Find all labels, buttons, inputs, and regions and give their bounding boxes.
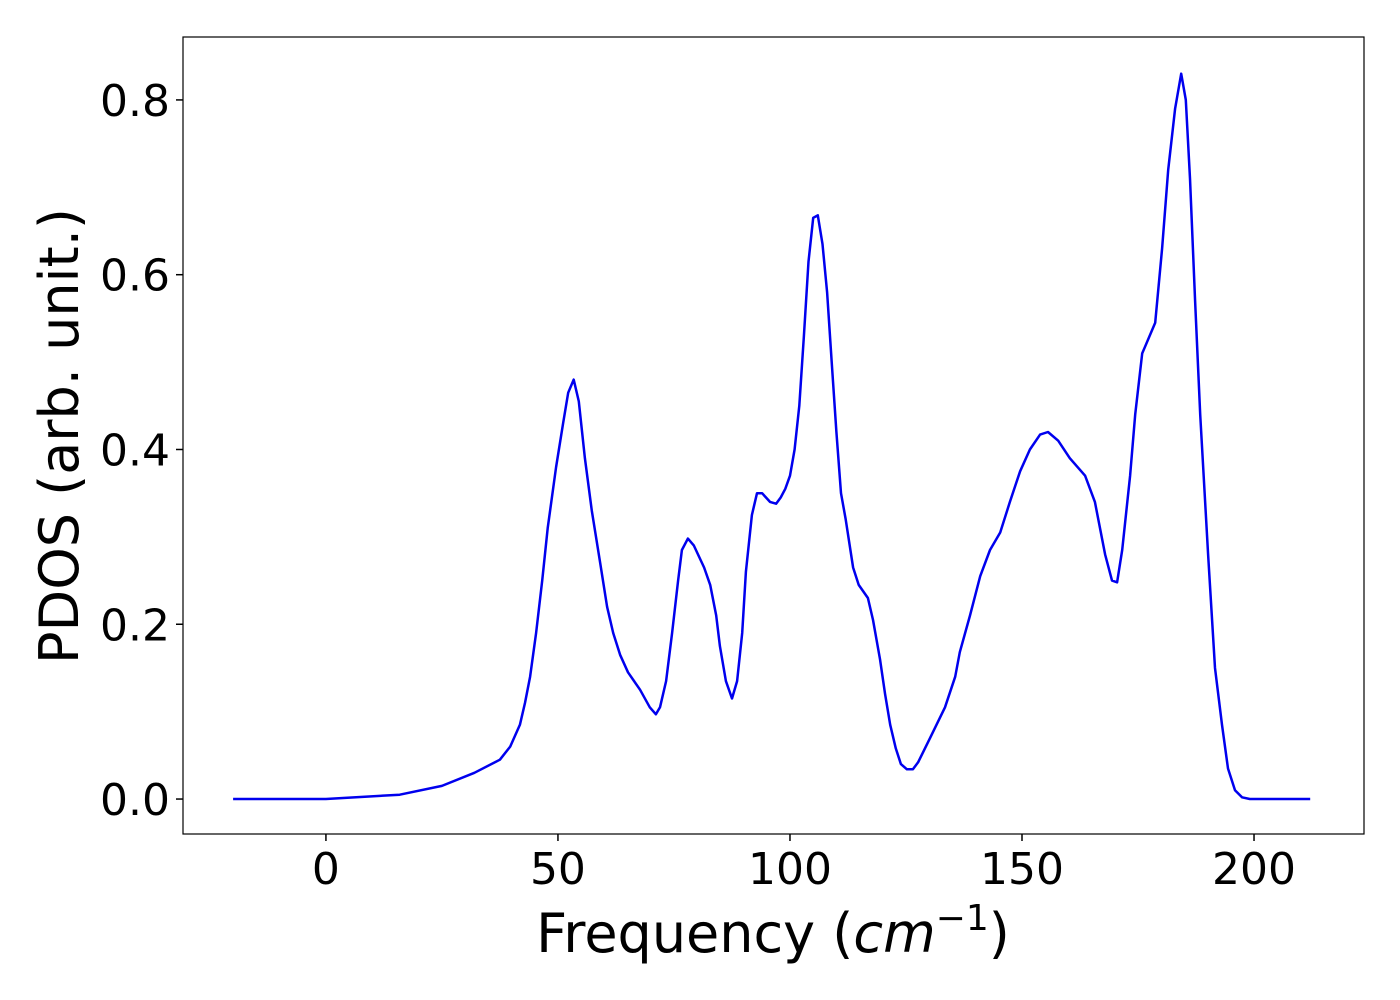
x-tick-label: 150 — [980, 844, 1064, 895]
plot-frame — [182, 36, 1365, 835]
x-label-math: cm — [853, 902, 935, 965]
x-tick-label: 200 — [1212, 844, 1296, 895]
y-tick-label: 0.0 — [100, 775, 170, 826]
y-tick-label: 0.8 — [100, 76, 170, 127]
x-tick-label: 0 — [312, 844, 340, 895]
y-tick-label: 0.6 — [100, 251, 170, 302]
x-tick-label: 50 — [530, 844, 586, 895]
x-label-exponent: −1 — [936, 898, 989, 939]
x-axis-label: Frequency (cm−1) — [536, 898, 1010, 965]
x-label-suffix: ) — [989, 902, 1010, 965]
y-tick-label: 0.2 — [100, 600, 170, 651]
x-label-prefix: Frequency ( — [536, 902, 853, 965]
y-tick-label: 0.4 — [100, 425, 170, 476]
y-axis-label: PDOS (arb. unit.) — [28, 208, 91, 664]
line — [233, 72, 1311, 801]
x-tick-label: 100 — [748, 844, 832, 895]
